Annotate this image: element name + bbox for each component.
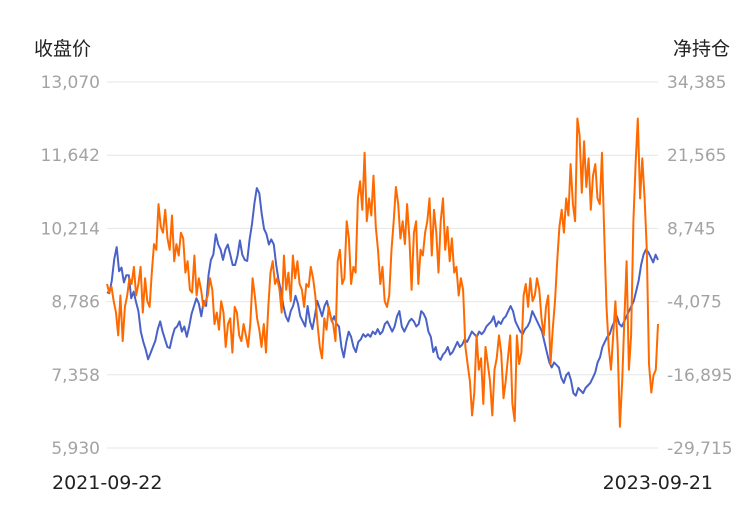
grid-lines — [107, 81, 658, 449]
left-tick-label: 5,930 — [51, 439, 100, 459]
right-axis-title: 净持仓 — [673, 38, 730, 60]
right-axis-ticks: 34,385 21,565 8,745 -4,075 -16,895 -29,715 — [667, 73, 733, 459]
left-tick-label: 8,786 — [51, 293, 100, 313]
right-tick-label: 21,565 — [667, 146, 726, 166]
right-tick-label: 8,745 — [667, 219, 716, 239]
left-tick-label: 13,070 — [41, 73, 100, 93]
right-tick-label: -16,895 — [667, 366, 733, 386]
net-position-line — [106, 117, 659, 428]
right-tick-label: 34,385 — [667, 73, 726, 93]
x-end-label: 2023-09-21 — [603, 472, 713, 494]
left-tick-label: 10,214 — [41, 219, 100, 239]
x-start-label: 2021-09-22 — [52, 472, 162, 494]
left-tick-label: 7,358 — [51, 366, 100, 386]
left-tick-label: 11,642 — [41, 146, 100, 166]
right-tick-label: -4,075 — [667, 293, 722, 313]
left-axis-title: 收盘价 — [34, 38, 91, 60]
right-tick-label: -29,715 — [667, 439, 733, 459]
left-axis-ticks: 13,070 11,642 10,214 8,786 7,358 5,930 — [41, 73, 100, 459]
close-price-line — [106, 187, 659, 397]
series-lines — [106, 117, 659, 428]
